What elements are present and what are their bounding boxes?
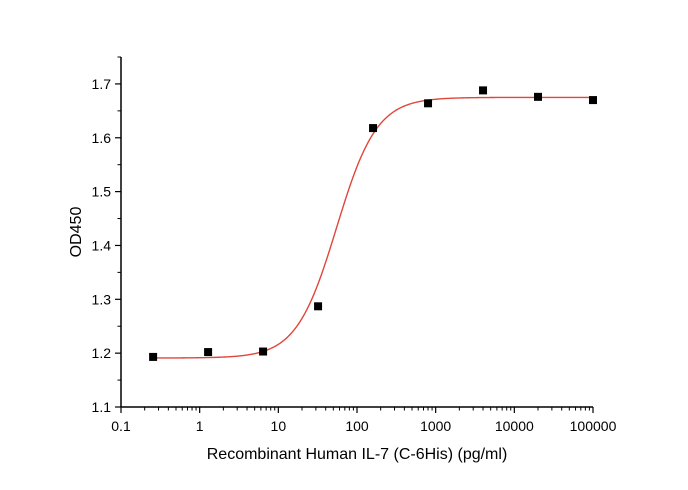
- x-tick-label: 1000: [420, 418, 451, 434]
- x-tick-label: 100: [345, 418, 369, 434]
- data-point: [424, 99, 433, 108]
- data-point: [369, 124, 378, 133]
- y-tick-label: 1.4: [92, 237, 112, 253]
- plot-area: 0.1 1 10 100 1000 10000 100000 1.1 1.2 1.3 1.4 1.5 1…: [92, 56, 617, 434]
- x-tick-label: 10000: [495, 418, 534, 434]
- y-tick-label: 1.7: [92, 76, 112, 92]
- x-tick-label: 0.1: [111, 418, 131, 434]
- y-tick-label: 1.3: [92, 291, 112, 307]
- y-tick-label: 1.5: [92, 184, 112, 200]
- y-axis-title: OD450: [68, 207, 85, 258]
- x-tick-label: 1: [196, 418, 204, 434]
- data-point: [259, 347, 268, 356]
- data-point: [479, 86, 488, 95]
- x-tick-label: 10: [271, 418, 287, 434]
- data-point: [149, 352, 158, 361]
- data-point: [589, 96, 597, 105]
- x-axis-title: Recombinant Human IL-7 (C-6His) (pg/ml): [207, 446, 508, 463]
- x-tick-label: 100000: [570, 418, 617, 434]
- data-point: [534, 92, 543, 101]
- y-tick-label: 1.6: [92, 130, 112, 146]
- data-point: [314, 302, 323, 311]
- data-point: [204, 348, 213, 357]
- y-tick-label: 1.2: [92, 345, 112, 361]
- y-tick-label: 1.1: [92, 399, 112, 415]
- fit-curve: [153, 96, 593, 359]
